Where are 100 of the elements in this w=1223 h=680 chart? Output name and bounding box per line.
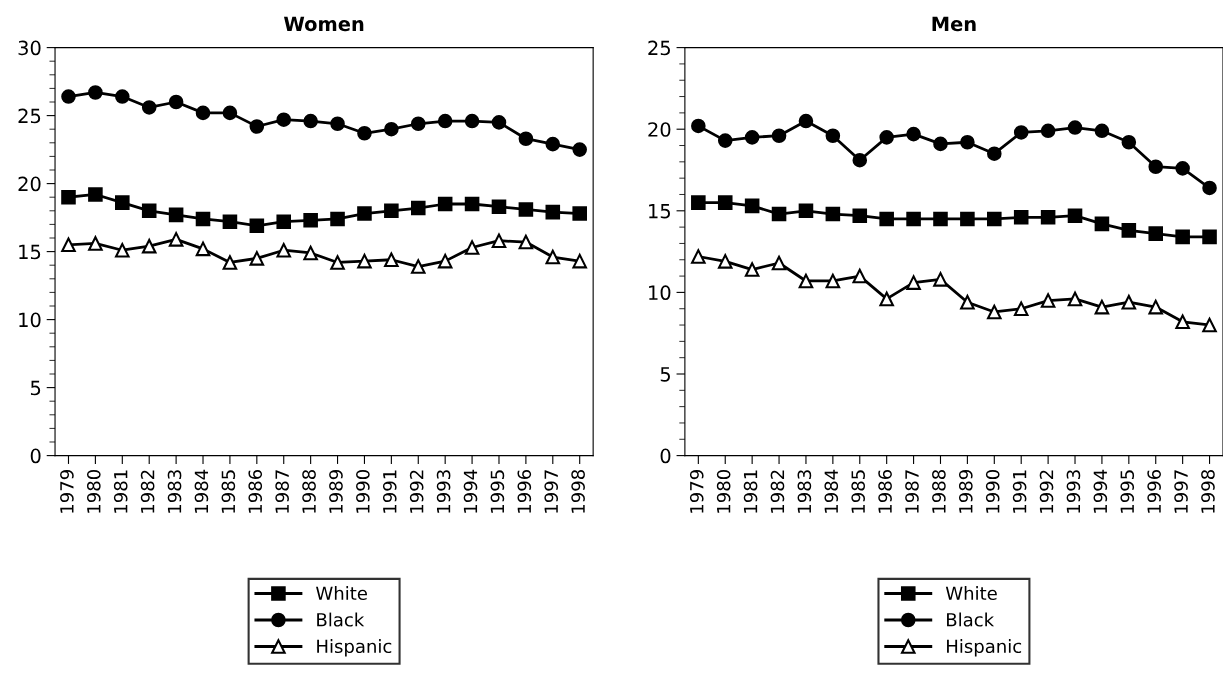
y-tick-label: 15 (19, 244, 41, 260)
y-tick-label: 5 (660, 367, 670, 382)
x-tick-label: 1997 (1174, 470, 1188, 513)
point (357, 253, 372, 269)
x-tick-label: 1989 (329, 470, 343, 513)
x-tick-label: 1984 (194, 469, 209, 513)
point (1094, 123, 1110, 139)
point (249, 119, 265, 134)
x-tick-label: 1985 (851, 470, 866, 513)
point (933, 211, 948, 227)
point (906, 211, 921, 227)
x-tick-label: 1995 (490, 470, 505, 513)
point (222, 105, 238, 121)
point (464, 196, 480, 212)
point (357, 206, 372, 221)
point (222, 214, 238, 229)
point (1094, 299, 1110, 315)
point (222, 255, 238, 270)
point (303, 245, 318, 261)
point (276, 214, 292, 229)
point (168, 207, 184, 223)
x-tick-label: 1980 (86, 469, 101, 513)
point (1040, 210, 1056, 225)
point (195, 105, 211, 121)
x-tick-label: 1981 (743, 470, 758, 513)
point (437, 196, 453, 212)
point (384, 121, 399, 137)
legend-label: Hispanic (317, 639, 392, 657)
legend-label: White (316, 586, 367, 601)
point (1175, 314, 1190, 330)
point (168, 232, 184, 247)
x-tick-label: 1983 (167, 470, 182, 513)
point (88, 236, 103, 251)
point (195, 211, 211, 227)
point (1121, 134, 1137, 150)
point (1121, 294, 1137, 310)
point (1202, 180, 1217, 196)
point (61, 89, 76, 104)
point (744, 262, 760, 277)
point (1040, 293, 1056, 308)
point (410, 200, 426, 216)
y-tick-label: 30 (18, 40, 41, 56)
point (987, 304, 1002, 320)
point (88, 85, 103, 100)
point (249, 251, 265, 266)
x-tick-label: 1988 (932, 470, 946, 513)
point (960, 134, 975, 150)
point (771, 255, 787, 271)
y-tick-label: 25 (18, 108, 41, 124)
x-tick-label: 1992 (1039, 470, 1054, 513)
point (879, 211, 894, 227)
point (330, 211, 345, 227)
point (491, 233, 507, 249)
point (987, 211, 1002, 227)
y-tick-label: 5 (30, 380, 41, 396)
x-tick-label: 1985 (221, 470, 236, 513)
x-tick-label: 1994 (1093, 469, 1108, 513)
x-tick-label: 1991 (1012, 470, 1027, 513)
point (572, 206, 587, 221)
point (879, 291, 894, 307)
x-tick-label: 1998 (571, 470, 585, 513)
x-tick-label: 1993 (1066, 470, 1081, 513)
point (357, 125, 372, 141)
point (744, 130, 760, 145)
point (825, 206, 841, 222)
point (141, 100, 157, 115)
point (906, 275, 921, 290)
point (879, 130, 894, 145)
point (771, 206, 787, 222)
point (1013, 301, 1029, 317)
y-tick-label: 10 (19, 312, 41, 328)
y-tick-label: 20 (18, 176, 41, 192)
point (1013, 210, 1029, 225)
point (1148, 159, 1164, 175)
point (410, 259, 426, 274)
point (825, 128, 841, 144)
point (464, 113, 480, 129)
x-tick-label: 1979 (60, 470, 74, 513)
x-tick-label: 1994 (463, 469, 478, 513)
point (249, 218, 265, 234)
point (491, 115, 507, 130)
point (717, 195, 733, 210)
point (276, 112, 292, 127)
legend-label: Hispanic (947, 639, 1022, 657)
x-tick-label: 1986 (878, 469, 892, 513)
point (1148, 226, 1164, 241)
point (464, 240, 480, 255)
x-tick-label: 1996 (1147, 469, 1161, 513)
point (1067, 120, 1083, 135)
y-tick-label: 20 (648, 122, 671, 137)
x-tick-label: 1996 (517, 469, 532, 513)
x-tick-label: 1984 (824, 469, 839, 513)
point (960, 211, 975, 227)
point (1175, 161, 1190, 176)
point (115, 89, 130, 104)
x-tick-label: 1981 (113, 470, 128, 513)
point (825, 273, 841, 289)
x-tick-label: 1986 (248, 469, 263, 513)
x-tick-label: 1982 (770, 470, 785, 513)
point (1094, 216, 1110, 232)
